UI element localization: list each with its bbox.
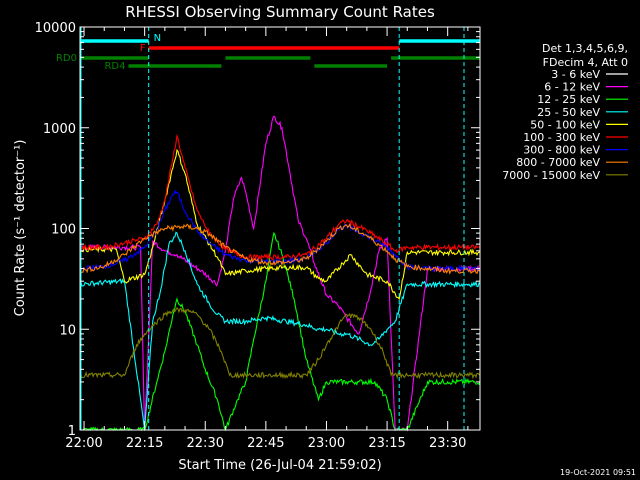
flag-label-f: F — [140, 43, 146, 54]
series-line-4 — [79, 148, 481, 301]
series-line-3 — [79, 231, 481, 431]
flag-label-rd0: RD0 — [56, 53, 77, 64]
legend-label-7: 800 - 7000 keV — [516, 156, 600, 169]
series-line-0 — [79, 156, 396, 431]
series-line-7 — [79, 223, 481, 275]
legend-label-1: 6 - 12 keV — [544, 81, 600, 94]
flag-label-rd4: RD4 — [104, 61, 125, 72]
x-axis-label: Start Time (26-Jul-04 21:59:02) — [178, 458, 381, 473]
legend-label-5: 100 - 300 keV — [523, 131, 600, 144]
x-tick-label-1: 22:15 — [126, 436, 163, 451]
legend-label-8: 7000 - 15000 keV — [502, 169, 600, 182]
y-tick-label-0: 1 — [68, 424, 76, 439]
x-tick-label-2: 22:30 — [187, 436, 224, 451]
x-tick-label-0: 22:00 — [65, 436, 102, 451]
legend-label-6: 300 - 800 keV — [523, 144, 600, 157]
legend-label-2: 12 - 25 keV — [537, 93, 600, 106]
x-tick-label-6: 23:30 — [429, 436, 466, 451]
legend-header-line-1: Det 1,3,4,5,6,9, — [542, 42, 628, 55]
flag-label-n: N — [154, 33, 161, 44]
series-line-8 — [79, 306, 481, 380]
series-line-2 — [80, 231, 481, 432]
y-tick-label-4: 10000 — [35, 21, 76, 36]
legend-label-4: 50 - 100 keV — [530, 118, 600, 131]
y-tick-label-1: 10 — [59, 323, 76, 338]
y-tick-label-2: 100 — [51, 223, 76, 238]
x-tick-label-5: 23:15 — [368, 436, 405, 451]
y-tick-label-3: 1000 — [43, 122, 76, 137]
legend-label-0: 3 - 6 keV — [551, 68, 600, 81]
x-tick-label-4: 23:00 — [308, 436, 345, 451]
legend-label-3: 25 - 50 keV — [537, 106, 600, 119]
plot-area: NF RD0 RD4 — [56, 27, 481, 432]
x-tick-label-3: 22:45 — [247, 436, 284, 451]
axes: 1 10 100 1000 10000 22:00 22:15 22:30 22:45 23:00… — [35, 21, 480, 451]
legend-header-line-2: FDecim 4, Att 0 — [543, 56, 628, 69]
series-line-1 — [79, 115, 481, 432]
y-axis-label: Count Rate (s⁻¹ detector⁻¹) — [13, 140, 28, 317]
chart-title: RHESSI Observing Summary Count Rates — [125, 3, 435, 21]
legend: Det 1,3,4,5,6,9, FDecim 4, Att 0 3 - 6 k… — [502, 42, 628, 182]
timestamp: 19-Oct-2021 09:51 — [560, 468, 636, 477]
